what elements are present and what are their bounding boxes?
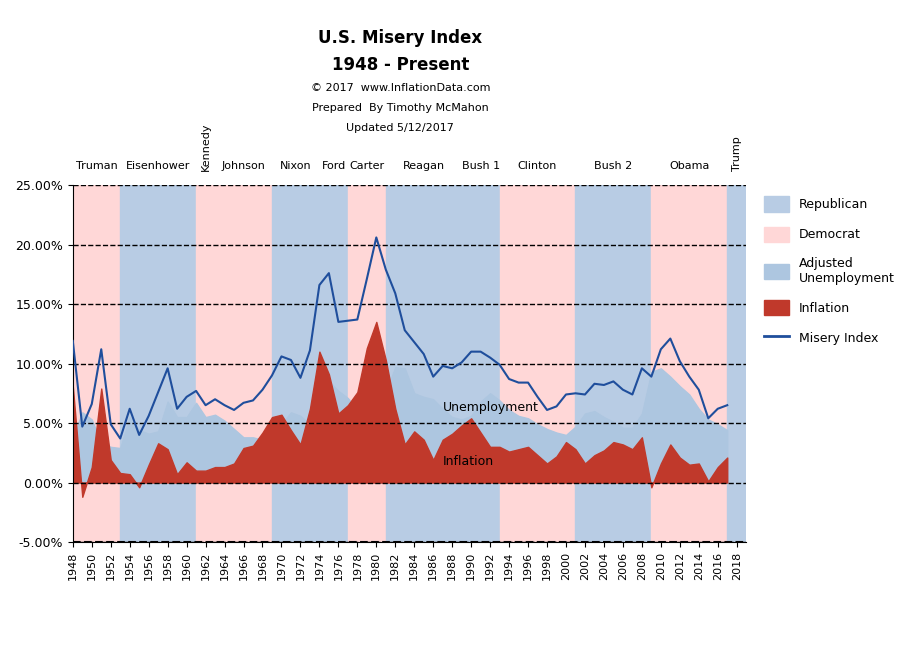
Bar xyxy=(272,185,319,542)
Text: © 2017  www.InflationData.com: © 2017 www.InflationData.com xyxy=(310,83,490,93)
Text: Reagan: Reagan xyxy=(402,161,445,171)
Bar xyxy=(575,185,652,542)
Text: Clinton: Clinton xyxy=(518,161,557,171)
Text: Truman: Truman xyxy=(76,161,117,171)
Text: Unemployment: Unemployment xyxy=(442,401,539,414)
Text: Kennedy: Kennedy xyxy=(200,122,210,171)
Bar xyxy=(727,185,746,542)
Bar xyxy=(120,185,196,542)
Text: 1948 - Present: 1948 - Present xyxy=(332,56,469,74)
Bar xyxy=(196,185,215,542)
Bar xyxy=(319,185,348,542)
Text: U.S. Misery Index: U.S. Misery Index xyxy=(318,29,482,47)
Bar xyxy=(348,185,386,542)
Text: Updated 5/12/2017: Updated 5/12/2017 xyxy=(347,123,454,134)
Text: Trump: Trump xyxy=(732,136,742,171)
Text: Carter: Carter xyxy=(349,161,384,171)
Text: Prepared  By Timothy McMahon: Prepared By Timothy McMahon xyxy=(312,103,489,113)
Legend: Republican, Democrat, Adjusted
Unemployment, Inflation, Misery Index: Republican, Democrat, Adjusted Unemploym… xyxy=(759,191,900,350)
Bar xyxy=(461,185,500,542)
Text: Bush 2: Bush 2 xyxy=(594,161,632,171)
Text: Johnson: Johnson xyxy=(221,161,266,171)
Bar xyxy=(500,185,575,542)
Bar xyxy=(652,185,727,542)
Text: Nixon: Nixon xyxy=(280,161,311,171)
Text: Obama: Obama xyxy=(669,161,710,171)
Text: Bush 1: Bush 1 xyxy=(461,161,500,171)
Bar xyxy=(386,185,461,542)
Bar xyxy=(73,185,120,542)
Text: Inflation: Inflation xyxy=(442,455,494,468)
Text: Eisenhower: Eisenhower xyxy=(126,161,190,171)
Bar xyxy=(215,185,272,542)
Text: Ford: Ford xyxy=(321,161,346,171)
